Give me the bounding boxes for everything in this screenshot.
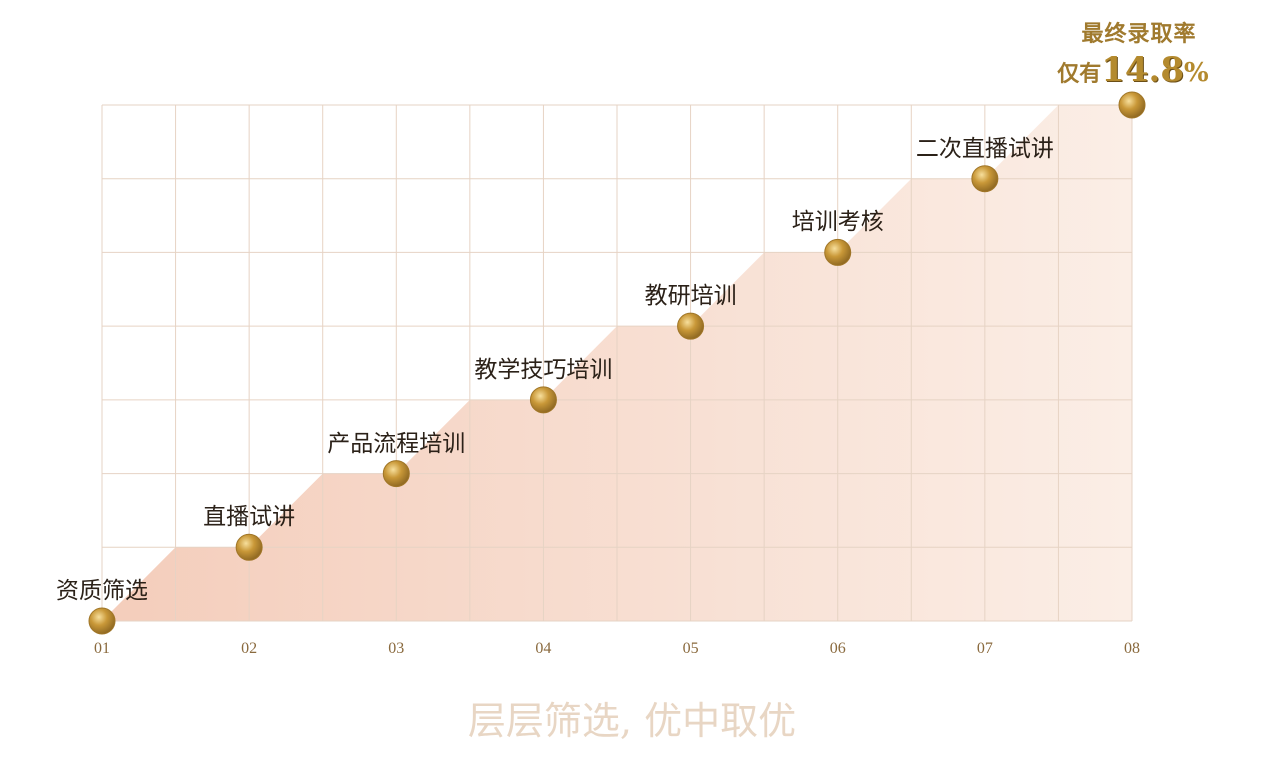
step-label: 培训考核 xyxy=(791,209,884,236)
step-label: 产品流程培训 xyxy=(327,430,466,457)
callout-unit: % xyxy=(1184,58,1209,88)
x-tick-label: 08 xyxy=(1124,640,1140,657)
x-tick-label: 06 xyxy=(829,640,846,657)
x-tick-label: 03 xyxy=(388,640,405,657)
x-tick-label: 05 xyxy=(682,640,699,657)
slogan: 层层筛选, 优中取优 xyxy=(467,699,797,743)
step-label: 二次直播试讲 xyxy=(915,135,1054,162)
step-label: 资质筛选 xyxy=(56,578,148,604)
x-tick-label: 02 xyxy=(241,640,258,657)
step-marker xyxy=(824,238,852,266)
final-rate-callout: 最终录取率 仅有14.8% xyxy=(1048,16,1218,90)
step-marker xyxy=(235,533,263,561)
step-marker xyxy=(88,607,116,635)
step-label: 直播试讲 xyxy=(203,504,296,531)
step-marker xyxy=(529,386,557,414)
step-label: 教学技巧培训 xyxy=(474,356,613,383)
step-marker xyxy=(677,312,705,340)
x-tick-label: 07 xyxy=(976,640,993,657)
callout-value: 14.8 xyxy=(1101,50,1185,90)
step-marker xyxy=(382,460,410,488)
step-label: 教研培训 xyxy=(644,283,737,310)
callout-title: 最终录取率 xyxy=(1081,21,1197,47)
step-marker xyxy=(1118,91,1146,119)
step-marker xyxy=(971,165,999,193)
x-tick-label: 01 xyxy=(94,640,110,657)
callout-prefix: 仅有 xyxy=(1057,61,1102,87)
x-tick-label: 04 xyxy=(535,640,552,657)
